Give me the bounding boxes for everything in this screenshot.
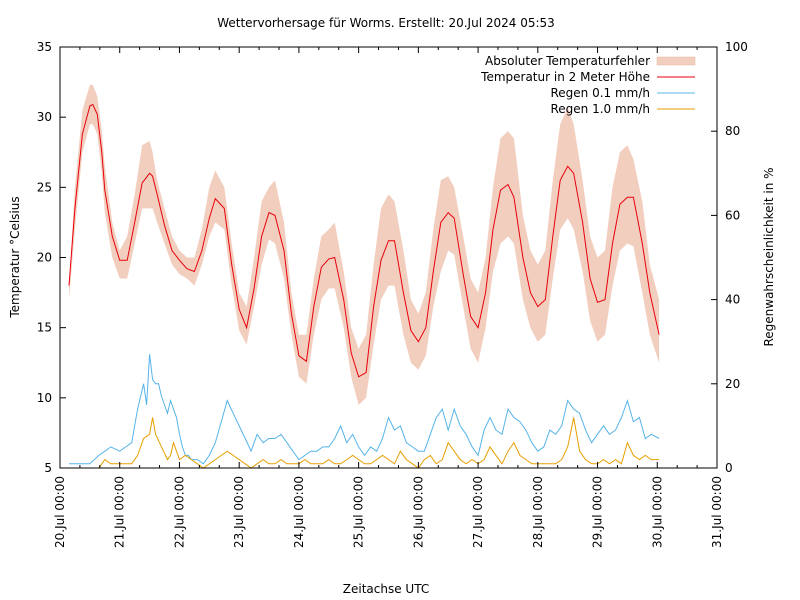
x-tick-label: 25.Jul 00:00 — [352, 476, 366, 548]
x-tick-label: 20.Jul 00:00 — [53, 476, 67, 548]
x-axis-label: Zeitachse UTC — [343, 582, 429, 596]
y-tick-label: 20 — [37, 251, 52, 265]
temperature-line — [68, 103, 660, 378]
y2-tick-label: 60 — [725, 208, 740, 222]
temperature-error-band — [69, 84, 660, 405]
y-axis-left: 5 10 15 20 25 30 35 — [37, 40, 66, 475]
y-tick-label: 30 — [37, 110, 52, 124]
y-tick-label: 35 — [37, 40, 52, 54]
chart-title: Wettervorhersage für Worms. Erstellt: 20… — [217, 16, 555, 30]
x-tick-label: 27.Jul 00:00 — [471, 476, 485, 548]
x-tick-label: 24.Jul 00:00 — [292, 476, 306, 548]
x-tick-label: 30.Jul 00:00 — [650, 476, 664, 548]
y-tick-label: 25 — [37, 180, 52, 194]
x-tick-label: 26.Jul 00:00 — [411, 476, 425, 548]
x-tick-label: 23.Jul 00:00 — [232, 476, 246, 548]
y2-tick-label: 100 — [725, 40, 748, 54]
y2-tick-label: 80 — [725, 124, 740, 138]
y-axis-right: 0 20 40 60 80 100 — [711, 40, 748, 475]
legend-label: Temperatur in 2 Meter Höhe — [480, 70, 650, 84]
x-tick-label: 31.Jul 00:00 — [710, 476, 724, 548]
y2-tick-label: 40 — [725, 293, 740, 307]
x-tick-label: 29.Jul 00:00 — [591, 476, 605, 548]
y-tick-label: 10 — [37, 391, 52, 405]
y-tick-label: 15 — [37, 321, 52, 335]
x-axis: 20.Jul 00:00 21.Jul 00:00 22.Jul 00:00 23.J… — [53, 47, 724, 548]
rain-0.1-line — [69, 354, 660, 465]
y2-tick-label: 0 — [725, 461, 733, 475]
x-tick-label: 21.Jul 00:00 — [113, 476, 127, 548]
x-tick-label: 22.Jul 00:00 — [172, 476, 186, 548]
y-axis-label: Temperatur °Celsius — [8, 196, 22, 318]
legend-label: Absoluter Temperaturfehler — [485, 54, 650, 68]
legend-label: Regen 0.1 mm/h — [550, 86, 650, 100]
x-tick-label: 28.Jul 00:00 — [531, 476, 545, 548]
legend-label: Regen 1.0 mm/h — [550, 102, 650, 116]
y-tick-label: 5 — [44, 461, 52, 475]
rain-1.0-line — [69, 417, 660, 469]
y2-axis-label: Regenwahrscheinlichkeit in % — [762, 167, 776, 346]
legend-swatch — [656, 56, 696, 66]
y2-tick-label: 20 — [725, 377, 740, 391]
legend: Absoluter Temperaturfehler Temperatur in … — [480, 54, 696, 116]
plot-area — [68, 84, 660, 469]
